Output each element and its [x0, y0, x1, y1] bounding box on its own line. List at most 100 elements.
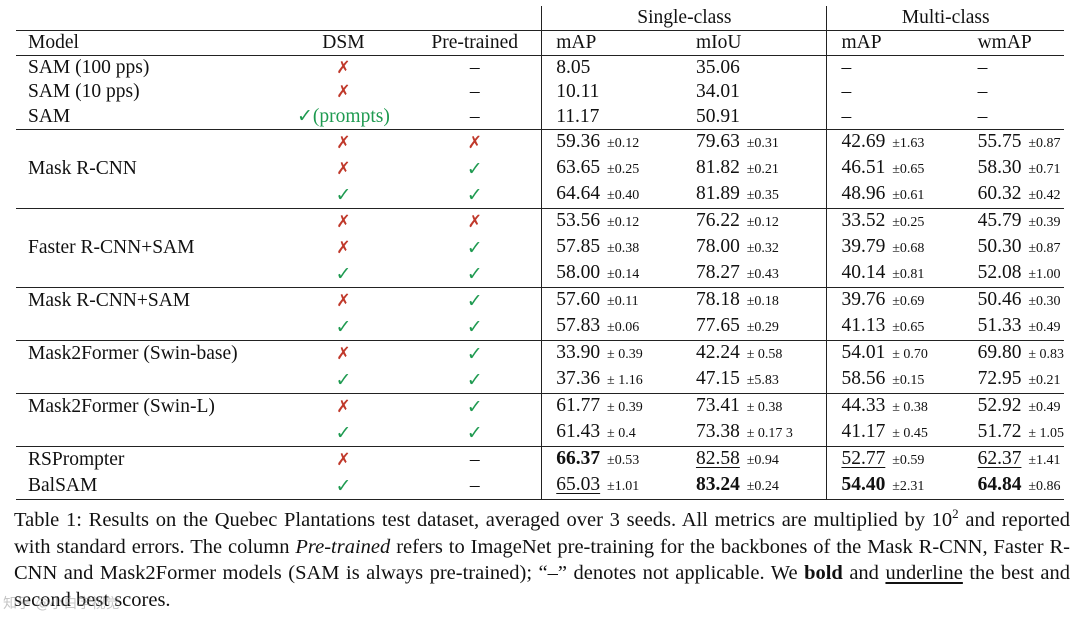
cell-dsm: ✗ — [278, 287, 403, 314]
check-icon: ✓ — [466, 183, 483, 206]
metric-value: 33.90 — [556, 342, 601, 363]
std-error: ±0.35 — [746, 188, 779, 203]
table-row: Mask R-CNN+SAM ✗ ✓ 57.60 ±0.11 78.18 ±0.18 39… — [16, 287, 1064, 314]
std-error: ±0.43 — [746, 267, 779, 282]
metric-value: 50.91 — [695, 105, 740, 127]
cell-pre: ✓ — [402, 287, 542, 314]
cell-pre: ✓ — [402, 261, 542, 288]
cell-pre: ✓ — [402, 340, 542, 367]
cross-icon: ✗ — [467, 133, 482, 153]
cell-metric: 53.56 ±0.12 — [541, 208, 684, 235]
check-icon: ✓ — [466, 289, 483, 312]
cell-metric: 69.80 ± 0.83 — [965, 340, 1064, 367]
table-row: BalSAM ✓ –65.03 ±1.01 83.24 ±0.24 54.40 ±2.3… — [16, 473, 1064, 500]
cell-metric: 39.79 ±0.68 — [826, 235, 966, 261]
cell-metric: 48.96 ±0.61 — [826, 182, 966, 209]
metric-value: – — [841, 81, 852, 102]
std-error: ±0.71 — [1028, 162, 1061, 177]
cell-dsm: ✗ — [279, 235, 402, 261]
metric-value: 78.18 — [695, 289, 740, 310]
std-error: ±0.49 — [1028, 400, 1061, 415]
std-error: ±0.53 — [607, 453, 640, 468]
std-error: ±0.81 — [892, 267, 925, 282]
cell-model: SAM (100 pps) — [16, 55, 279, 80]
metric-value: – — [977, 57, 988, 78]
metric-value: 50.30 — [977, 236, 1022, 257]
cell-metric: 78.00 ±0.32 — [684, 235, 827, 261]
metric-value: 48.96 — [841, 183, 886, 204]
cell-dsm: ✗ — [279, 80, 402, 104]
caption-exponent: 2 — [952, 506, 959, 522]
column-header-row: Model DSM Pre-trained mAP mIoU mAP wmAP — [16, 30, 1064, 56]
cell-metric: 81.82 ±0.21 — [684, 156, 827, 182]
cell-metric: – — [966, 80, 1064, 104]
cell-metric: 51.33 ±0.49 — [966, 314, 1064, 341]
metric-value: 82.58 — [695, 448, 740, 469]
cell-pre: ✓ — [402, 235, 542, 261]
std-error: ± 0.38 — [892, 400, 928, 415]
cell-metric: 61.43 ± 0.4 — [541, 420, 684, 447]
std-error: ±0.21 — [1028, 373, 1061, 388]
cell-dsm: ✗ — [279, 156, 402, 182]
table-row: Mask R-CNN ✗ ✓ 63.65 ±0.25 81.82 ±0.21 46.51 … — [16, 156, 1064, 182]
std-error: ±2.31 — [892, 479, 925, 494]
cross-icon: ✗ — [336, 58, 351, 78]
cell-metric: 50.30 ±0.87 — [966, 235, 1064, 261]
cell-metric: 62.37 ±1.41 — [965, 446, 1064, 473]
std-error: ±0.29 — [746, 320, 779, 335]
check-icon: ✓ — [335, 183, 352, 206]
cell-metric: 78.18 ±0.18 — [683, 287, 827, 314]
metric-value: 76.22 — [695, 210, 740, 231]
std-error: ± 0.17 3 — [746, 426, 793, 441]
cell-dsm: ✓ — [279, 314, 402, 341]
metric-value: 66.37 — [556, 448, 601, 469]
cell-model — [16, 367, 279, 394]
std-error: ±0.21 — [746, 162, 779, 177]
std-error: ± 0.58 — [746, 347, 783, 362]
metric-value: 54.01 — [841, 342, 886, 363]
table-caption: Table 1: Results on the Quebec Plantatio… — [14, 507, 1070, 613]
cell-metric: – — [826, 80, 966, 104]
table-row: ✓ ✓ 58.00 ±0.14 78.27 ±0.43 40.14 ±0.81 52.08… — [16, 261, 1064, 288]
caption-italic-pretrained: Pre-trained — [295, 535, 391, 558]
cell-dsm: ✗ — [278, 446, 403, 473]
metric-value: 60.32 — [977, 183, 1022, 204]
caption-and-word: and — [849, 562, 879, 584]
caption-text-1: Results on the Quebec Plantations test d… — [88, 509, 953, 531]
dash-mark: – — [469, 449, 480, 470]
std-error: ±0.24 — [746, 479, 779, 494]
metric-value: 52.08 — [977, 262, 1022, 283]
dash-mark: – — [469, 105, 480, 127]
check-icon: ✓ — [466, 262, 483, 285]
cell-model — [16, 261, 279, 288]
cell-pre: ✓ — [402, 393, 542, 420]
metric-value: 78.27 — [695, 262, 740, 283]
metric-value: 11.17 — [556, 105, 600, 127]
std-error: ±0.31 — [746, 136, 779, 151]
cross-icon: ✗ — [336, 397, 351, 417]
cell-metric: 54.40 ±2.31 — [826, 473, 966, 500]
caption-text-2: and reported with standard errors. The c… — [14, 509, 1071, 558]
std-error: ±0.65 — [892, 162, 925, 177]
cell-metric: 64.84 ±0.86 — [965, 473, 1064, 500]
cross-icon: ✗ — [336, 238, 351, 258]
cell-pre: ✓ — [402, 420, 542, 447]
std-error: ±1.01 — [607, 479, 640, 494]
cell-metric: 76.22 ±0.12 — [683, 208, 827, 235]
metric-value: – — [977, 81, 988, 102]
cross-icon: ✗ — [336, 82, 351, 102]
metric-value: 40.14 — [841, 262, 886, 283]
cell-metric: 34.01 — [684, 80, 827, 104]
std-error: ±0.68 — [892, 241, 925, 256]
cell-metric: 59.36 ±0.12 — [541, 129, 684, 156]
metric-value: 57.85 — [556, 236, 601, 257]
metric-value: 53.56 — [556, 210, 601, 231]
std-error: ± 0.38 — [746, 400, 783, 415]
cross-icon: ✗ — [467, 212, 482, 232]
std-error: ± 0.45 — [892, 426, 928, 441]
metric-value: 69.80 — [977, 342, 1022, 363]
cross-icon: ✗ — [336, 159, 351, 179]
cell-dsm: ✓ — [279, 261, 402, 288]
table-row: SAM (100 pps) ✗ – 8.05 35.06 – – — [16, 55, 1064, 80]
metric-value: 57.60 — [556, 289, 601, 310]
